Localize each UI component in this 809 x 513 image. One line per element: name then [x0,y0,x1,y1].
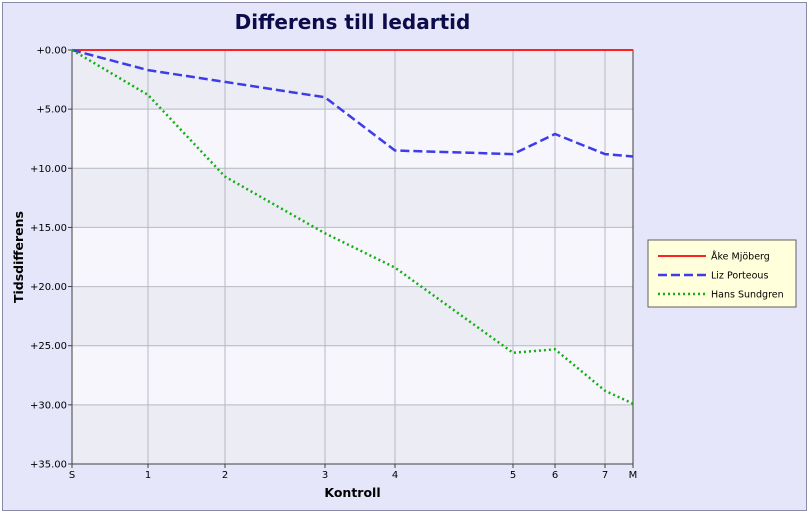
legend-label: Liz Porteous [711,271,768,282]
plot-band [72,227,633,287]
x-tick-label: M [629,470,638,481]
x-tick-label: 3 [322,470,328,481]
x-tick-label: 7 [602,470,608,481]
x-tick-label: 4 [392,470,398,481]
plot-band [72,286,633,346]
x-tick-label: S [69,470,75,481]
x-tick-label: 1 [145,470,151,481]
plot-band [72,404,633,464]
y-tick-label: +30.00 [30,400,67,411]
x-axis-title: Kontroll [324,485,380,500]
x-tick-label: 6 [552,470,558,481]
plot-band [72,50,633,110]
legend-label: Åke Mjöberg [711,251,770,263]
y-tick-label: +10.00 [30,164,67,175]
chart-title: Differens till ledartid [234,10,471,34]
plot-band [72,168,633,228]
series-line-2 [71,48,634,405]
y-tick-label: +35.00 [30,460,67,471]
y-tick-label: +25.00 [30,341,67,352]
y-tick-label: +15.00 [30,223,67,234]
plot-band [72,345,633,405]
series-line-1 [71,48,634,158]
legend-label: Hans Sundgren [711,290,784,301]
x-tick-label: 2 [222,470,228,481]
y-tick-label: +0.00 [36,46,67,57]
y-axis-title: Tidsdifferens [11,211,26,303]
y-tick-label: +5.00 [36,105,67,116]
legend-box [647,239,797,308]
y-tick-label: +20.00 [30,282,67,293]
x-tick-label: 5 [510,470,516,481]
